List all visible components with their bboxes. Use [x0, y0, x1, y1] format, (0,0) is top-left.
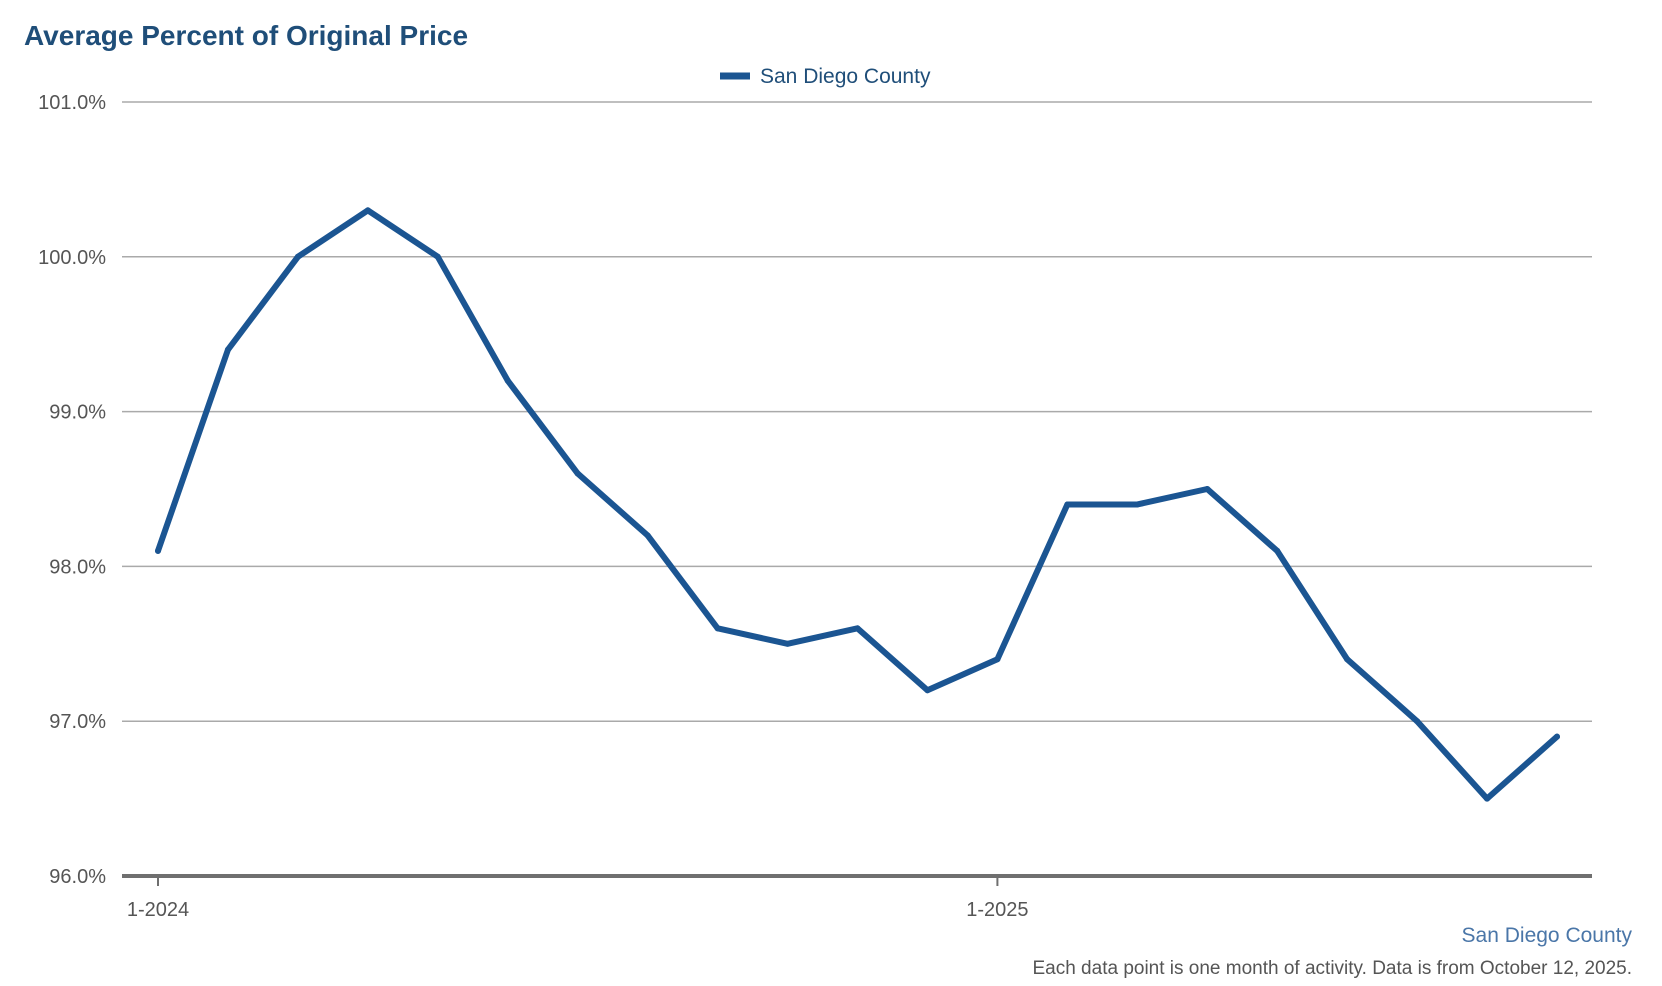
y-tick-label: 99.0%	[49, 402, 106, 424]
y-tick-label: 97.0%	[49, 711, 106, 733]
data-point	[224, 346, 231, 353]
chart-title: Average Percent of Original Price	[24, 20, 469, 51]
data-point	[784, 640, 791, 647]
y-tick-label: 96.0%	[49, 866, 106, 888]
data-point	[1274, 547, 1281, 554]
data-point	[1484, 795, 1491, 802]
data-point	[924, 687, 931, 694]
y-tick-label: 101.0%	[38, 92, 106, 114]
data-point	[1204, 486, 1211, 492]
data-point	[1554, 733, 1560, 740]
source-label: San Diego County	[1461, 924, 1632, 947]
data-point	[1064, 501, 1071, 508]
footer-note: Each data point is one month of activity…	[1032, 958, 1632, 979]
series-line	[155, 207, 1560, 802]
legend-label: San Diego County	[760, 65, 931, 88]
data-point	[714, 625, 721, 632]
data-point	[994, 656, 1001, 663]
data-point	[434, 253, 441, 260]
data-point	[504, 377, 511, 384]
data-point	[1134, 501, 1141, 508]
data-point	[854, 625, 861, 632]
data-point	[574, 470, 581, 477]
data-point	[294, 253, 301, 260]
data-point	[1414, 718, 1421, 725]
y-tick-label: 100.0%	[38, 247, 106, 269]
x-tick-label: 1-2025	[966, 899, 1028, 921]
data-point	[1344, 656, 1351, 663]
data-point	[364, 207, 371, 214]
x-tick-label: 1-2024	[127, 899, 189, 921]
y-tick-label: 98.0%	[49, 556, 106, 578]
data-point	[155, 547, 161, 554]
data-point	[644, 532, 651, 539]
